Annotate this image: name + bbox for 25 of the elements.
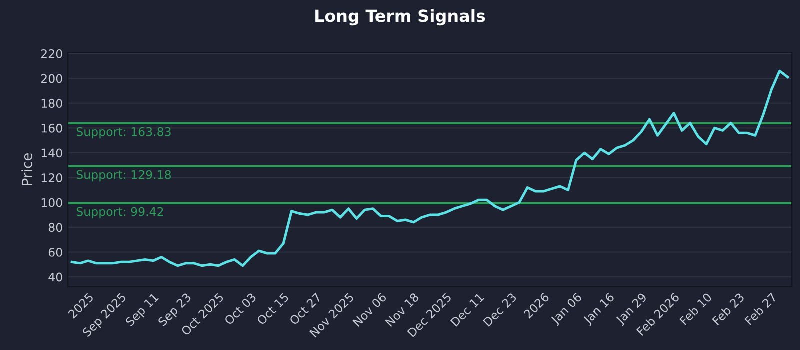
y-tick-label: 80: [48, 223, 62, 232]
y-tick-label: 200: [41, 74, 62, 84]
line-series: [70, 70, 790, 268]
ref-line-label: Support: 129.18: [76, 170, 172, 182]
x-tick-label: Oct 03: [224, 292, 257, 326]
y-tick-label: 120: [42, 174, 62, 182]
chart-title: Long Term Signals: [316, 9, 486, 26]
x-tick-label: Feb 23: [712, 292, 745, 326]
x-tick-label: Oct 15: [256, 292, 290, 326]
x-tick-label: Feb 10: [679, 292, 712, 326]
x-tick-label: Jan 06: [550, 292, 584, 326]
x-tick-label: Jan 16: [582, 292, 616, 326]
x-tick-label: Feb 27: [744, 292, 778, 326]
y-tick-label: 100: [42, 198, 62, 208]
ref-line-label: Support: 163.83: [76, 127, 171, 139]
y-axis-title: Price: [22, 154, 32, 186]
y-tick-label: 220: [41, 49, 62, 58]
x-tick-label: Dec 11: [450, 292, 484, 327]
x-tick-label: Dec 23: [482, 292, 518, 327]
y-tick-label: 160: [42, 124, 62, 133]
y-tick-label: 180: [42, 99, 62, 108]
y-tick-label: 140: [42, 148, 62, 158]
y-tick-label: 40: [48, 272, 62, 282]
ref-line-label: Support: 99.42: [76, 207, 164, 218]
y-tick-label: 60: [48, 248, 62, 257]
